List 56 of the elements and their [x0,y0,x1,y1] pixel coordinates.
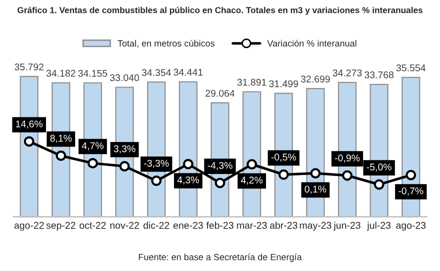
data-label: 34.155 [78,70,108,77]
chart-title: Gráfico 1. Ventas de combustibles al público en Chaco. Totales en m3 y variaciones % interanuales [18,6,422,15]
point [374,179,384,190]
data-label: 31.891 [237,78,266,86]
data-label: 4,2% [240,176,263,185]
point [119,161,130,172]
data-label: 32.699 [300,76,330,82]
data-label: 34.354 [142,69,171,76]
x-tick-label: mar-23 [237,222,267,229]
point [24,136,34,147]
point [278,169,289,180]
point [182,158,194,170]
data-label: 4,7% [82,142,104,150]
data-label: 0,1% [304,186,326,194]
data-label: 14,6% [16,120,43,129]
data-label: -3,3% [144,160,169,168]
data-label: -4,3% [208,162,232,170]
data-label: 29.064 [206,90,235,97]
data-label: -0,7% [398,187,424,196]
x-tick-label: feb-23 [206,222,234,229]
data-label: 8,1% [50,134,72,143]
x-tick-label: ago-22 [14,222,44,231]
data-label: 33.040 [110,74,140,82]
data-label: 4,3% [177,176,199,184]
x-tick-label: jul-23 [366,222,391,231]
x-tick-label: sep-22 [46,222,76,231]
legend-label: Variación % interanual [267,40,356,47]
data-label: 33.768 [364,71,394,78]
data-label: -0,9% [334,154,360,163]
data-label: 3,3% [114,145,136,154]
data-label: 34.182 [46,70,76,77]
point [246,159,258,170]
point [342,170,352,181]
x-tick-label: ago-23 [396,222,426,231]
source-note: Fuente: en base a Secretaría de Energía [138,254,302,262]
x-tick-label: may-23 [300,222,332,231]
data-label: 35.554 [396,64,426,72]
data-label: 35.792 [14,63,44,70]
x-tick-label: oct-22 [80,222,106,229]
data-label: 31.499 [269,80,298,88]
x-tick-label: ene-23 [173,222,203,229]
data-label: -0,5% [271,154,296,162]
x-tick-label: nov-22 [110,222,139,229]
point [56,150,66,161]
legend-label: Total, en metros cúbicos [118,40,214,48]
data-label: 34.273 [332,69,362,76]
x-tick-label: abr-23 [270,222,298,229]
data-label: 34.441 [174,68,203,76]
point [310,168,321,179]
x-tick-label: jun-23 [334,222,360,231]
x-tick-label: dic-22 [144,222,170,229]
data-label: -5,0% [366,164,392,172]
point [406,170,416,180]
point [151,176,162,186]
point [88,158,98,168]
point [214,178,226,188]
